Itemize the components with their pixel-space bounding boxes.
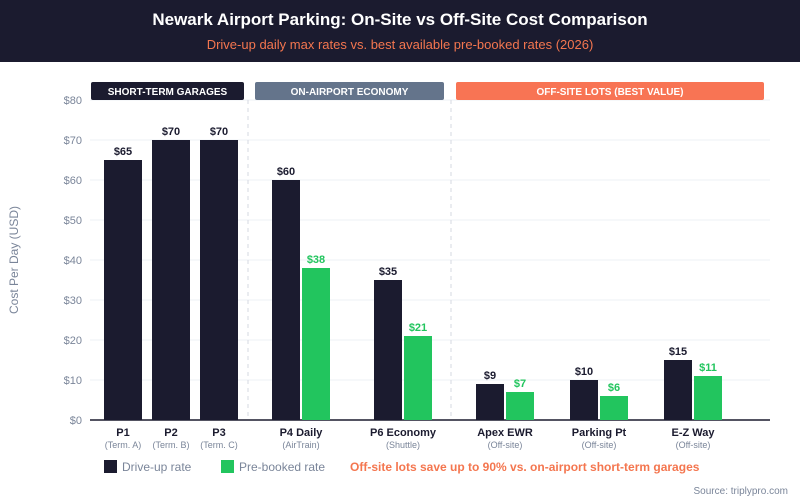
bar-label: $10 xyxy=(575,366,593,378)
bar-drive-up xyxy=(374,280,402,420)
x-tick-sublabel: (Shuttle) xyxy=(386,440,420,450)
legend-swatch-drive-up xyxy=(104,460,117,473)
bar-drive-up xyxy=(104,160,142,420)
bar-pre-booked xyxy=(302,268,330,420)
x-tick-label: Apex EWR xyxy=(477,427,533,439)
bar-label: $65 xyxy=(114,146,132,158)
x-tick-sublabel: (Off-site) xyxy=(676,440,711,450)
bar-drive-up xyxy=(570,380,598,420)
group-band-label: SHORT-TERM GARAGES xyxy=(108,87,228,98)
x-tick-sublabel: (Term. A) xyxy=(105,440,142,450)
x-tick-label: P2 xyxy=(164,427,177,439)
y-tick-label: $30 xyxy=(64,295,82,307)
source-label: Source: triplypro.com xyxy=(694,486,788,497)
y-tick-label: $40 xyxy=(64,255,82,267)
x-tick-label: P1 xyxy=(116,427,129,439)
bar-label: $6 xyxy=(608,382,620,394)
bar-pre-booked xyxy=(506,392,534,420)
y-tick-label: $70 xyxy=(64,135,82,147)
x-tick-sublabel: (AirTrain) xyxy=(282,440,319,450)
header: Newark Airport Parking: On-Site vs Off-S… xyxy=(0,0,800,62)
legend-label: Pre-booked rate xyxy=(239,460,325,474)
group-band xyxy=(456,82,764,100)
group-band xyxy=(255,82,444,100)
x-tick-sublabel: (Off-site) xyxy=(582,440,617,450)
y-axis-label: Cost Per Day (USD) xyxy=(7,206,21,314)
legend-label: Drive-up rate xyxy=(122,460,192,474)
y-tick-label: $80 xyxy=(64,95,82,107)
group-band-label: OFF-SITE LOTS (BEST VALUE) xyxy=(536,87,683,98)
group-band xyxy=(91,82,244,100)
y-tick-label: $50 xyxy=(64,215,82,227)
group-band-label: ON-AIRPORT ECONOMY xyxy=(291,87,409,98)
annotation: Off-site lots save up to 90% vs. on-airp… xyxy=(350,460,700,474)
x-tick-label: Parking Pt xyxy=(572,427,627,439)
bar-pre-booked xyxy=(600,396,628,420)
x-tick-label: P4 Daily xyxy=(280,427,324,439)
chart-title: Newark Airport Parking: On-Site vs Off-S… xyxy=(152,10,648,29)
bar-label: $9 xyxy=(484,370,496,382)
bar-pre-booked xyxy=(404,336,432,420)
bar-drive-up xyxy=(200,140,238,420)
y-tick-label: $20 xyxy=(64,335,82,347)
x-tick-label: P6 Economy xyxy=(370,427,437,439)
bar-drive-up xyxy=(664,360,692,420)
bar-drive-up xyxy=(152,140,190,420)
bar-drive-up xyxy=(272,180,300,420)
bar-label: $60 xyxy=(277,166,295,178)
x-tick-sublabel: (Off-site) xyxy=(488,440,523,450)
bar-label: $7 xyxy=(514,378,526,390)
x-tick-sublabel: (Term. B) xyxy=(153,440,190,450)
bar-drive-up xyxy=(476,384,504,420)
y-tick-label: $10 xyxy=(64,375,82,387)
y-tick-label: $60 xyxy=(64,175,82,187)
x-tick-label: E-Z Way xyxy=(672,427,716,439)
bar-label: $38 xyxy=(307,254,325,266)
y-tick-label: $0 xyxy=(70,415,82,427)
bar-label: $70 xyxy=(162,126,180,138)
bar-label: $11 xyxy=(699,362,717,374)
bar-label: $70 xyxy=(210,126,228,138)
chart-subtitle: Drive-up daily max rates vs. best availa… xyxy=(206,37,594,52)
x-tick-label: P3 xyxy=(212,427,225,439)
bar-label: $35 xyxy=(379,266,397,278)
bar-label: $21 xyxy=(409,322,427,334)
legend-swatch-pre-booked xyxy=(221,460,234,473)
x-tick-sublabel: (Term. C) xyxy=(200,440,238,450)
bar-pre-booked xyxy=(694,376,722,420)
bar-label: $15 xyxy=(669,346,687,358)
